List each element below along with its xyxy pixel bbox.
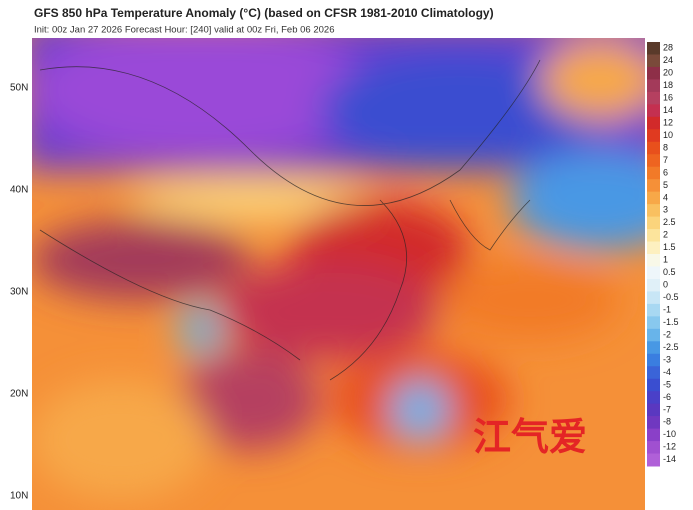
colorbar-swatch (647, 303, 660, 317)
latitude-label: 30N (10, 287, 28, 298)
colorbar-label: 3 (663, 205, 668, 215)
colorbar-label: -6 (663, 392, 671, 402)
latitude-label: 40N (10, 185, 28, 196)
anomaly-field (32, 38, 645, 510)
colorbar-label: 0 (663, 280, 668, 290)
colorbar-swatch (647, 341, 660, 355)
colorbar-label: -1.5 (663, 317, 679, 327)
colorbar-label: 14 (663, 105, 673, 115)
colorbar-label: 1 (663, 255, 668, 265)
colorbar-swatch (647, 216, 660, 230)
colorbar-swatch (647, 266, 660, 280)
colorbar-label: 24 (663, 55, 673, 65)
colorbar-label: -0.5 (663, 292, 679, 302)
colorbar-label: 2.5 (663, 217, 676, 227)
colorbar-label: 5 (663, 180, 668, 190)
subtitle: Init: 00z Jan 27 2026 Forecast Hour: [24… (34, 25, 334, 36)
colorbar-label: 18 (663, 80, 673, 90)
colorbar-label: 12 (663, 117, 673, 127)
colorbar-swatch (647, 54, 660, 68)
colorbar-swatch (647, 104, 660, 118)
colorbar-swatch (647, 179, 660, 193)
colorbar-swatch (647, 403, 660, 417)
watermark: 江气爱 (473, 417, 587, 459)
colorbar-label: 28 (663, 43, 673, 53)
colorbar-swatch (647, 241, 660, 255)
colorbar-swatch (647, 204, 660, 218)
colorbar-label: -1 (663, 304, 671, 314)
colorbar-swatch (647, 353, 660, 367)
colorbar-label: 2 (663, 230, 668, 240)
latitude-label: 20N (10, 389, 28, 400)
colorbar-label: -12 (663, 442, 676, 452)
colorbar-label: -8 (663, 417, 671, 427)
colorbar-swatch (647, 366, 660, 380)
colorbar-swatch (647, 291, 660, 305)
colorbar-swatch (647, 441, 660, 455)
colorbar-label: 8 (663, 142, 668, 152)
colorbar-label: -2.5 (663, 342, 679, 352)
colorbar-label: -5 (663, 379, 671, 389)
colorbar-label: 0.5 (663, 267, 676, 277)
colorbar-swatch (647, 141, 660, 155)
colorbar-label: 7 (663, 155, 668, 165)
colorbar-swatch (647, 191, 660, 205)
colorbar-label: 10 (663, 130, 673, 140)
colorbar-label: -7 (663, 404, 671, 414)
colorbar-swatch (647, 328, 660, 342)
colorbar-swatch (647, 254, 660, 267)
colorbar-swatch (647, 154, 660, 168)
colorbar-swatch (647, 66, 660, 80)
colorbar-swatch (647, 453, 660, 467)
colorbar-swatch (647, 166, 660, 180)
colorbar-label: -14 (663, 454, 676, 464)
colorbar-swatch (647, 129, 660, 143)
colorbar-swatch (647, 91, 660, 105)
latitude-label: 50N (10, 83, 28, 94)
colorbar-label: 20 (663, 68, 673, 78)
colorbar-label: 16 (663, 92, 673, 102)
colorbar-swatch (647, 378, 660, 392)
colorbar-swatch (647, 229, 660, 243)
colorbar-label: 6 (663, 167, 668, 177)
colorbar-swatch (647, 316, 660, 330)
colorbar-swatch (647, 428, 660, 442)
colorbar-swatch (647, 278, 660, 292)
colorbar-label: -4 (663, 367, 671, 377)
colorbar-swatch (647, 42, 660, 55)
title: GFS 850 hPa Temperature Anomaly (°C) (ba… (34, 6, 494, 20)
latitude-label: 10N (10, 491, 28, 502)
colorbar-label: -10 (663, 429, 676, 439)
colorbar-swatch (647, 391, 660, 405)
colorbar-swatch (647, 416, 660, 430)
colorbar-label: -2 (663, 329, 671, 339)
colorbar-swatch (647, 116, 660, 130)
colorbar-label: 4 (663, 192, 668, 202)
colorbar-label: -3 (663, 354, 671, 364)
colorbar-label: 1.5 (663, 242, 676, 252)
colorbar-swatch (647, 79, 660, 93)
